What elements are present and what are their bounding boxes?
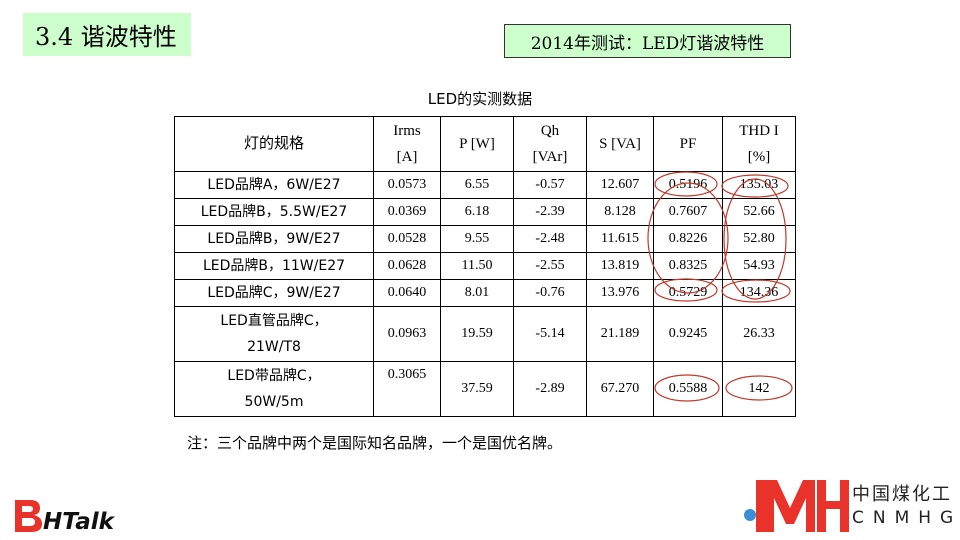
cell-spec: LED品牌A，6W/E27 bbox=[174, 171, 374, 199]
company-name-en: CNMHG bbox=[852, 508, 960, 528]
cell-p: 11.50 bbox=[440, 252, 514, 280]
col-header-label: 灯的规格 bbox=[243, 136, 304, 152]
cell-spec: LED直管品牌C， 21W/T8 bbox=[174, 306, 374, 362]
col-header-label: P [W] bbox=[459, 136, 495, 152]
cell-spec-line2: 50W/5m bbox=[244, 394, 304, 410]
col-header-label: S [VA] bbox=[599, 136, 641, 152]
cell-s: 13.819 bbox=[586, 252, 654, 280]
cell-spec: LED品牌B，11W/E27 bbox=[174, 252, 374, 280]
table-header-row: 灯的规格 Irms [A] P [W] Qh [VAr] S [VA] PF THD… bbox=[174, 116, 796, 172]
col-header-p: P [W] bbox=[440, 116, 514, 172]
table-caption: LED的实测数据 bbox=[427, 90, 533, 108]
table-row: LED品牌B，9W/E27 0.0528 9.55 -2.48 11.615 0… bbox=[174, 225, 796, 253]
cell-s: 12.607 bbox=[586, 171, 654, 199]
led-data-table: 灯的规格 Irms [A] P [W] Qh [VAr] S [VA] PF THD… bbox=[174, 116, 796, 417]
cell-pf: 0.9245 bbox=[653, 306, 723, 362]
cell-qh: -2.89 bbox=[513, 361, 587, 417]
cell-p: 19.59 bbox=[440, 306, 514, 362]
subtitle-box: 2014年测试：LED灯谐波特性 bbox=[504, 24, 791, 58]
cell-qh: -2.55 bbox=[513, 252, 587, 280]
company-name-cn: 中国煤化工 bbox=[852, 484, 952, 505]
cell-p: 9.55 bbox=[440, 225, 514, 253]
col-header-pf: PF bbox=[653, 116, 723, 172]
col-header-label: Irms bbox=[393, 123, 421, 139]
col-header-irms: Irms [A] bbox=[373, 116, 441, 172]
cell-spec: LED品牌C，9W/E27 bbox=[174, 279, 374, 307]
col-header-label: THD I bbox=[739, 123, 779, 139]
table-row: LED品牌A，6W/E27 0.0573 6.55 -0.57 12.607 0… bbox=[174, 171, 796, 199]
cell-qh: -0.57 bbox=[513, 171, 587, 199]
cell-pf: 0.7607 bbox=[653, 198, 723, 226]
cell-thd: 26.33 bbox=[722, 306, 796, 362]
table-row: LED直管品牌C， 21W/T8 0.0963 19.59 -5.14 21.18… bbox=[174, 306, 796, 362]
cell-thd: 52.80 bbox=[722, 225, 796, 253]
col-header-s: S [VA] bbox=[586, 116, 654, 172]
cell-irms: 0.0369 bbox=[373, 198, 441, 226]
cell-p: 37.59 bbox=[440, 361, 514, 417]
col-header-unit: [VAr] bbox=[532, 149, 568, 165]
cell-s: 11.615 bbox=[586, 225, 654, 253]
col-header-thd: THD I [%] bbox=[722, 116, 796, 172]
cell-spec: LED品牌B，5.5W/E27 bbox=[174, 198, 374, 226]
cell-thd: 142 bbox=[722, 361, 796, 417]
cell-irms: 0.0573 bbox=[373, 171, 441, 199]
cell-irms: 0.3065 bbox=[373, 361, 441, 417]
company-logo bbox=[744, 480, 849, 532]
table-row: LED品牌C，9W/E27 0.0640 8.01 -0.76 13.976 0… bbox=[174, 279, 796, 307]
table-row: LED品牌B，5.5W/E27 0.0369 6.18 -2.39 8.128 … bbox=[174, 198, 796, 226]
cell-irms: 0.0628 bbox=[373, 252, 441, 280]
cell-thd: 135.03 bbox=[722, 171, 796, 199]
col-header-unit: [A] bbox=[396, 149, 418, 165]
cell-s: 8.128 bbox=[586, 198, 654, 226]
footnote: 注：三个品牌中两个是国际知名品牌，一个是国优名牌。 bbox=[187, 434, 563, 452]
cell-p: 6.18 bbox=[440, 198, 514, 226]
col-header-label: Qh bbox=[540, 123, 560, 139]
table-row: LED品牌B，11W/E27 0.0628 11.50 -2.55 13.819… bbox=[174, 252, 796, 280]
bhtalk-logo: HTalk bbox=[15, 500, 116, 534]
cell-pf: 0.5196 bbox=[653, 171, 723, 199]
bhtalk-logo-text: HTalk bbox=[43, 509, 116, 534]
cell-spec: LED带品牌C， 50W/5m bbox=[174, 361, 374, 417]
cell-s: 13.976 bbox=[586, 279, 654, 307]
cell-spec-line2: 21W/T8 bbox=[247, 339, 301, 355]
cell-qh: -2.39 bbox=[513, 198, 587, 226]
table-row: LED带品牌C， 50W/5m 0.3065 37.59 -2.89 67.270… bbox=[174, 361, 796, 417]
cell-irms: 0.0528 bbox=[373, 225, 441, 253]
cell-spec-line1: LED带品牌C， bbox=[227, 368, 321, 384]
col-header-qh: Qh [VAr] bbox=[513, 116, 587, 172]
cell-pf: 0.8226 bbox=[653, 225, 723, 253]
cell-spec: LED品牌B，9W/E27 bbox=[174, 225, 374, 253]
cell-irms: 0.0963 bbox=[373, 306, 441, 362]
cell-p: 6.55 bbox=[440, 171, 514, 199]
cell-p: 8.01 bbox=[440, 279, 514, 307]
cell-s: 21.189 bbox=[586, 306, 654, 362]
col-header-label: PF bbox=[679, 136, 697, 152]
cell-thd: 54.93 bbox=[722, 252, 796, 280]
cell-s: 67.270 bbox=[586, 361, 654, 417]
col-header-unit: [%] bbox=[747, 149, 771, 165]
cell-qh: -5.14 bbox=[513, 306, 587, 362]
cell-pf: 0.5729 bbox=[653, 279, 723, 307]
cell-pf: 0.5588 bbox=[653, 361, 723, 417]
section-title: 3.4 谐波特性 bbox=[23, 13, 191, 56]
col-header-spec: 灯的规格 bbox=[174, 116, 374, 172]
cell-thd: 52.66 bbox=[722, 198, 796, 226]
cell-irms: 0.0640 bbox=[373, 279, 441, 307]
cell-qh: -0.76 bbox=[513, 279, 587, 307]
cell-spec-line1: LED直管品牌C， bbox=[220, 313, 328, 329]
cell-pf: 0.8325 bbox=[653, 252, 723, 280]
cell-thd: 134.36 bbox=[722, 279, 796, 307]
cell-qh: -2.48 bbox=[513, 225, 587, 253]
